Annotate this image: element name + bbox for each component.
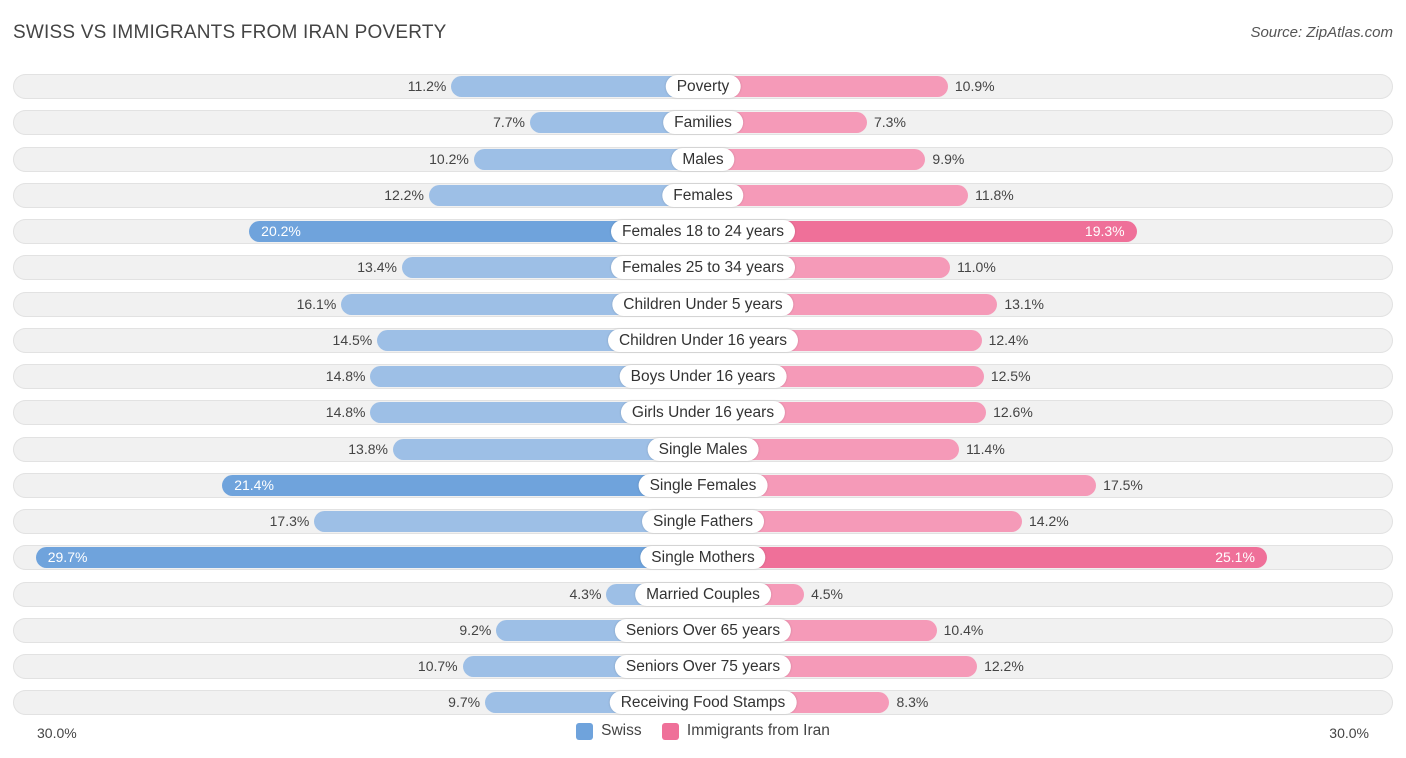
value-label-iran: 4.5% [811, 586, 844, 602]
legend-item-iran[interactable]: Immigrants from Iran [661, 722, 830, 740]
value-label-swiss: 14.8% [325, 404, 366, 420]
legend-label-swiss: Swiss [601, 722, 642, 739]
legend: Swiss Immigrants from Iran [0, 722, 1406, 745]
value-label-swiss: 11.2% [407, 78, 447, 94]
category-label: Males [671, 148, 735, 171]
value-label-swiss: 9.2% [459, 622, 492, 638]
value-label-swiss: 13.8% [348, 441, 388, 457]
bar-swiss[interactable] [473, 149, 703, 170]
bar-swiss[interactable] [370, 402, 703, 423]
bar-iran[interactable] [703, 149, 926, 170]
source-label: Source: ZipAtlas.com [1250, 24, 1393, 41]
legend-item-swiss[interactable]: Swiss [576, 722, 642, 740]
bar-iran[interactable] [703, 76, 948, 97]
axis-right-label: 30.0% [1329, 725, 1369, 741]
value-label-iran: 13.1% [1004, 296, 1045, 312]
bar-swiss[interactable] [428, 185, 703, 206]
legend-swatch-iran [661, 722, 679, 740]
category-label: Girls Under 16 years [620, 401, 786, 424]
bar-swiss[interactable] [392, 439, 703, 460]
value-label-iran: 11.0% [957, 259, 996, 275]
bar-swiss[interactable] [314, 511, 703, 532]
value-label-swiss: 13.4% [357, 259, 397, 275]
value-label-iran: 25.1% [1215, 549, 1255, 565]
bar-iran[interactable] [703, 439, 960, 460]
bar-iran[interactable] [703, 185, 969, 206]
category-label: Families [663, 111, 743, 134]
value-label-iran: 12.6% [993, 404, 1033, 420]
value-label-swiss: 10.7% [417, 658, 458, 674]
value-label-swiss: 9.7% [448, 694, 481, 710]
value-label-swiss: 4.3% [569, 586, 602, 602]
category-label: Single Males [647, 438, 759, 461]
value-label-swiss: 20.2% [261, 223, 301, 239]
legend-label-iran: Immigrants from Iran [686, 722, 830, 739]
value-label-swiss: 7.7% [493, 114, 526, 130]
bar-swiss[interactable] [222, 475, 703, 496]
value-label-iran: 11.4% [966, 441, 1005, 457]
category-label: Females 25 to 34 years [611, 256, 795, 279]
category-label: Single Fathers [642, 510, 764, 533]
value-label-iran: 7.3% [874, 114, 906, 130]
category-label: Single Females [638, 474, 768, 497]
value-label-iran: 10.9% [954, 78, 995, 94]
bar-iran[interactable] [703, 221, 1137, 242]
value-label-iran: 11.8% [975, 187, 1014, 203]
category-label: Seniors Over 75 years [614, 655, 792, 678]
value-label-iran: 14.2% [1029, 513, 1069, 529]
category-label: Children Under 16 years [607, 329, 799, 352]
value-label-swiss: 10.2% [429, 151, 469, 167]
axis-left-label: 30.0% [37, 725, 77, 741]
bar-iran[interactable] [703, 475, 1097, 496]
value-label-iran: 12.4% [988, 332, 1029, 348]
bar-iran[interactable] [703, 112, 867, 133]
bar-swiss[interactable] [35, 547, 703, 568]
value-label-iran: 17.5% [1103, 477, 1143, 493]
category-label: Children Under 5 years [612, 293, 794, 316]
category-label: Seniors Over 65 years [614, 619, 792, 642]
chart-title: SWISS VS IMMIGRANTS FROM IRAN POVERTY [13, 22, 447, 43]
value-label-swiss: 29.7% [47, 549, 88, 565]
value-label-swiss: 21.4% [234, 477, 274, 493]
value-label-iran: 19.3% [1084, 223, 1125, 239]
category-label: Married Couples [635, 583, 771, 606]
category-label: Females 18 to 24 years [611, 220, 795, 243]
category-label: Poverty [665, 75, 741, 98]
category-label: Females [662, 184, 744, 207]
bar-iran[interactable] [703, 547, 1267, 568]
value-label-iran: 12.5% [990, 368, 1031, 384]
value-label-swiss: 17.3% [269, 513, 310, 529]
value-label-iran: 9.9% [932, 151, 965, 167]
category-label: Single Mothers [640, 546, 766, 569]
value-label-iran: 8.3% [896, 694, 929, 710]
legend-swatch-swiss [576, 722, 594, 740]
value-label-iran: 10.4% [943, 622, 984, 638]
value-label-swiss: 14.5% [332, 332, 373, 348]
category-label: Receiving Food Stamps [609, 691, 797, 714]
bar-swiss[interactable] [451, 76, 703, 97]
value-label-swiss: 16.1% [296, 296, 337, 312]
bar-swiss[interactable] [530, 112, 703, 133]
bar-swiss[interactable] [249, 221, 703, 242]
value-label-iran: 12.2% [984, 658, 1024, 674]
bar-iran[interactable] [703, 511, 1023, 532]
value-label-swiss: 14.8% [325, 368, 366, 384]
value-label-swiss: 12.2% [384, 187, 424, 203]
category-label: Boys Under 16 years [619, 365, 787, 388]
